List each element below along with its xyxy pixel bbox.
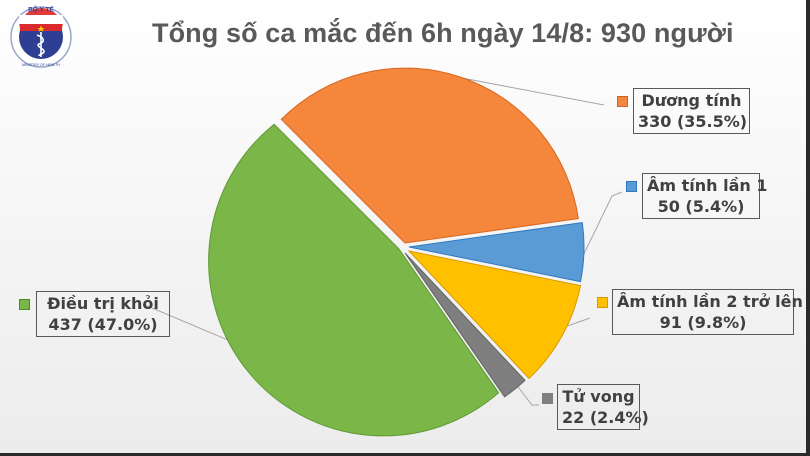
chart-title: Tổng số ca mắc đến 6h ngày 14/8: 930 ngư… (152, 18, 734, 48)
swatch-tu-vong (542, 393, 553, 404)
label-am-tinh-lan-1-name: Âm tính lần 1 (647, 176, 768, 195)
label-am-tinh-lan-1-value: 50 (5.4%) (657, 197, 745, 216)
leader-line-am-tinh-1 (579, 191, 623, 263)
pie-slice-tu-vong[interactable] (404, 252, 526, 398)
label-dieu-tri-khoi-value: 437 (47.0%) (48, 315, 158, 334)
swatch-am-tinh-lan-2 (597, 297, 608, 308)
pie-slice-am-tinh-lan-1[interactable] (408, 222, 585, 283)
label-dieu-tri-khoi-name: Điều trị khỏi (47, 294, 159, 313)
pie-slice-am-tinh-lan-2[interactable] (407, 250, 582, 380)
label-dieu-tri-khoi: Điều trị khỏi 437 (47.0%) (36, 291, 170, 337)
logo-top-text: BỘ Y TẾ (28, 4, 54, 14)
label-tu-vong-value: 22 (2.4%) (562, 408, 649, 427)
leader-line-tu-vong (514, 382, 539, 406)
label-tu-vong-name: Tử vong (562, 387, 635, 406)
label-duong-tinh-value: 330 (35.5%) (638, 112, 748, 131)
pie-slice-dieu-tri-khoi[interactable] (208, 123, 500, 437)
pie-slice-duong-tinh[interactable] (280, 67, 579, 244)
leader-line-duong-tinh (461, 77, 605, 106)
label-tu-vong: Tử vong 22 (2.4%) (557, 384, 649, 430)
label-am-tinh-lan-2-value: 91 (9.8%) (659, 313, 747, 332)
label-am-tinh-lan-2: Âm tính lần 2 trở lên 91 (9.8%) (612, 289, 803, 335)
swatch-am-tinh-lan-1 (626, 181, 637, 192)
swatch-duong-tinh (617, 96, 628, 107)
logo-bottom-text: MINISTRY OF HEALTH (22, 63, 60, 67)
label-duong-tinh: Dương tính 330 (35.5%) (633, 88, 750, 134)
swatch-dieu-tri-khoi (19, 299, 30, 310)
label-am-tinh-lan-2-name: Âm tính lần 2 trở lên (617, 292, 803, 311)
label-duong-tinh-name: Dương tính (641, 91, 742, 110)
label-am-tinh-lan-1: Âm tính lần 1 50 (5.4%) (642, 173, 768, 219)
ministry-of-health-logo: BỘ Y TẾ MINISTRY OF HEALTH (10, 4, 72, 68)
